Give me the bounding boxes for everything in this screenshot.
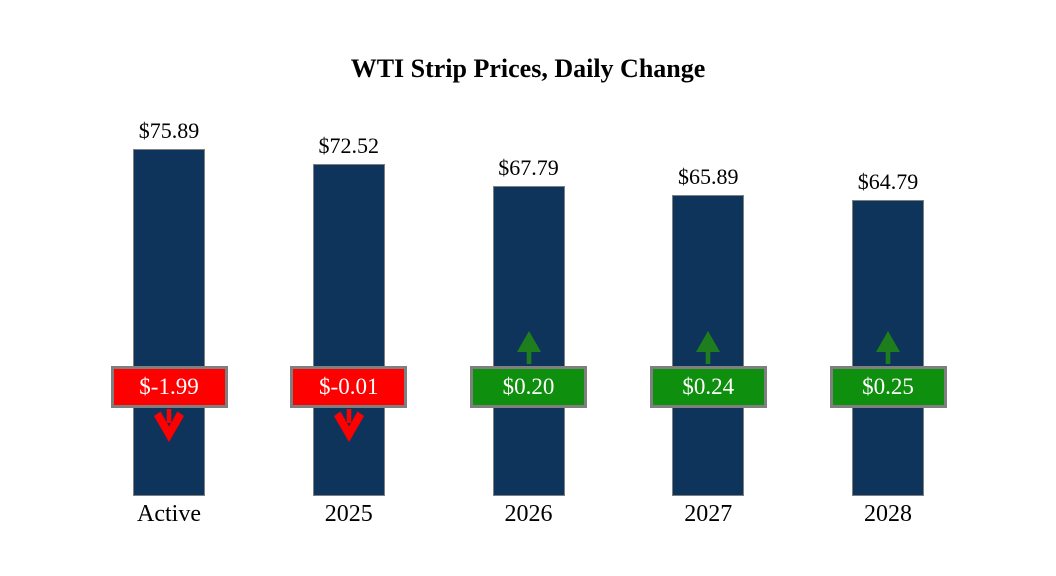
daily-change-badge: $0.25: [829, 366, 947, 408]
daily-change-badge: $0.24: [649, 366, 767, 408]
price-label: $65.89: [678, 164, 739, 189]
up-arrow-icon: [512, 331, 546, 365]
up-arrow-icon: [871, 331, 905, 365]
category-label-2028: 2028: [864, 501, 912, 527]
price-label: $75.89: [138, 118, 200, 143]
price-label: $72.52: [318, 133, 380, 158]
category-label-2026: 2026: [504, 501, 553, 527]
chart-title: WTI Strip Prices, Daily Change: [350, 54, 706, 83]
bar-2025: [312, 164, 385, 496]
down-arrow-icon: [152, 409, 186, 443]
category-label-2027: 2027: [684, 501, 733, 527]
category-label-active: Active: [137, 501, 201, 527]
price-label: $67.79: [498, 155, 559, 180]
daily-change-badge: $-0.01: [290, 366, 408, 408]
down-arrow-icon: [332, 409, 366, 443]
daily-change-badge: $0.20: [470, 366, 587, 408]
bar-active: [133, 149, 205, 496]
category-label-2025: 2025: [324, 501, 373, 527]
price-label: $64.79: [857, 169, 919, 194]
daily-change-badge: $-1.99: [110, 366, 228, 408]
up-arrow-icon: [691, 331, 725, 365]
